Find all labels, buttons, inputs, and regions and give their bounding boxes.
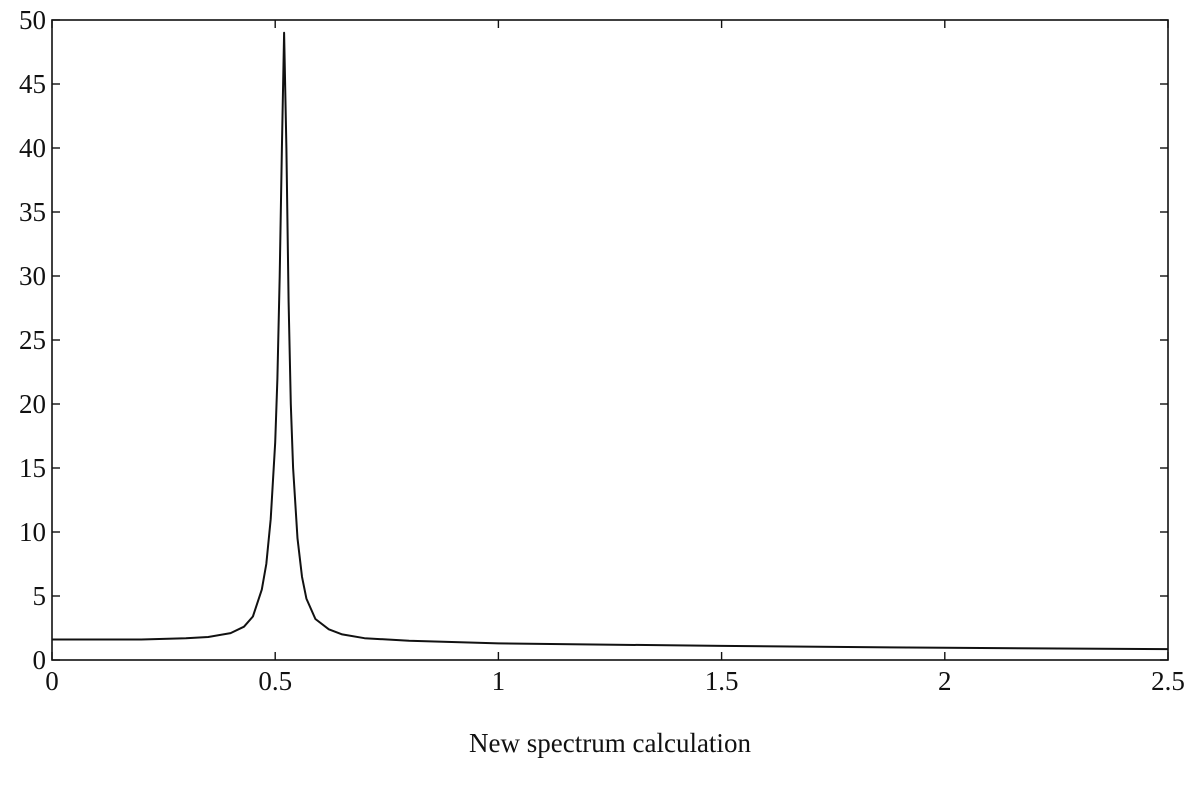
y-tick-label: 5 xyxy=(33,581,47,611)
y-tick-label: 15 xyxy=(19,453,46,483)
spectrum-line xyxy=(52,31,1169,651)
x-tick-label: 1.5 xyxy=(705,666,739,696)
x-tick-label: 0.5 xyxy=(258,666,292,696)
y-tick-label: 10 xyxy=(19,517,46,547)
y-tick-label: 35 xyxy=(19,197,46,227)
plot-frame xyxy=(51,19,1169,661)
x-tick-label: 2 xyxy=(938,666,952,696)
y-tick-label: 50 xyxy=(19,5,46,35)
y-tick-label: 0 xyxy=(33,645,47,675)
x-tick-label: 1 xyxy=(492,666,506,696)
y-tick-label: 40 xyxy=(19,133,46,163)
y-tick-label: 25 xyxy=(19,325,46,355)
axes xyxy=(51,19,1169,661)
series-layer xyxy=(52,31,1169,651)
x-tick-label: 0 xyxy=(45,666,59,696)
x-axis-label: New spectrum calculation xyxy=(469,728,751,758)
y-tick-label: 45 xyxy=(19,69,46,99)
ticks: 0 0.5 1 1.5 2 2.5 0 5 10 15 20 25 30 35 40 45 50 xyxy=(19,5,1185,696)
y-tick-label: 20 xyxy=(19,389,46,419)
y-tick-label: 30 xyxy=(19,261,46,291)
x-tick-label: 2.5 xyxy=(1151,666,1185,696)
